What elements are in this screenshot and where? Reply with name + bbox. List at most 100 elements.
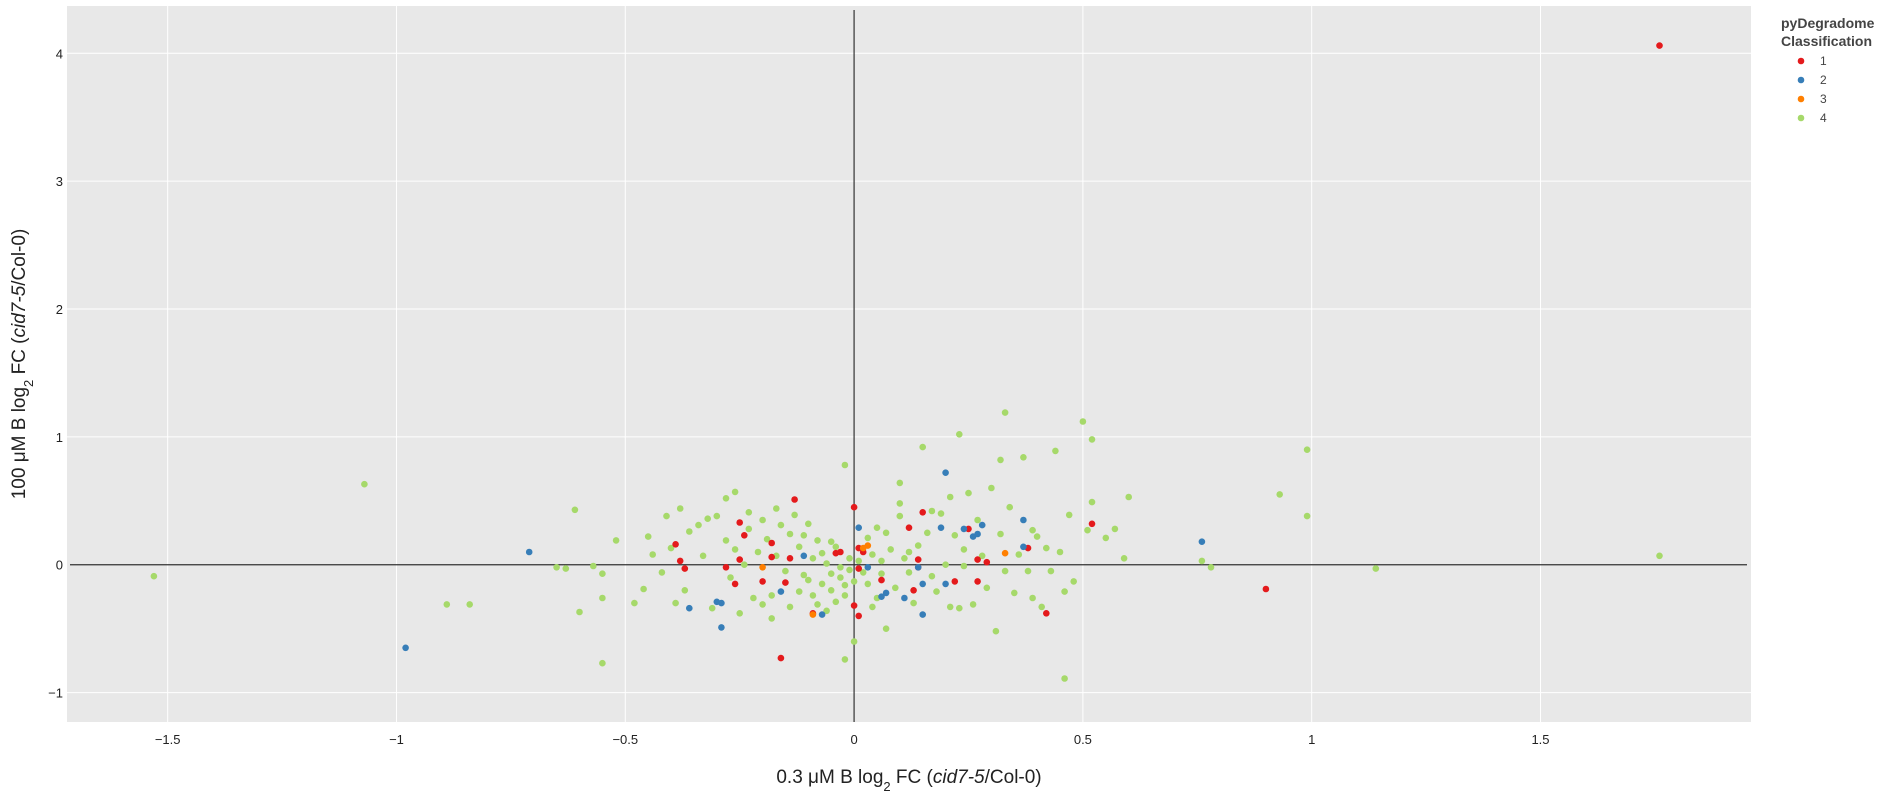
data-point-class-2 [686,604,693,612]
data-point-class-4 [800,571,808,579]
data-point-class-2 [800,552,808,560]
data-point-class-1 [1262,585,1270,593]
data-point-class-4 [1001,409,1009,416]
data-point-class-4 [933,588,940,595]
data-point-class-4 [466,601,474,608]
data-point-class-2 [919,580,926,588]
data-point-class-3 [759,564,766,571]
y-tick-label: 3 [56,174,63,189]
data-point-class-4 [846,566,853,574]
data-point-class-4 [1303,512,1311,520]
data-point-class-1 [878,576,885,584]
data-point-class-4 [809,555,817,562]
x-tick-label: 1 [1308,732,1315,747]
data-point-class-4 [1056,548,1064,556]
data-point-class-4 [1033,533,1041,540]
x-tick-labels: −1.5 −1 −0.5 0 0.5 1 1.5 [155,732,1550,747]
legend-marker [1797,95,1805,103]
data-point-class-4 [741,561,748,568]
data-point-class-4 [805,576,812,584]
data-point-class-4 [1088,498,1096,506]
data-point-class-2 [864,564,872,571]
data-point-class-4 [928,507,936,515]
data-point-class-4 [768,592,775,599]
data-point-class-4 [823,560,830,567]
data-point-class-4 [599,570,606,577]
data-point-class-1 [1656,42,1663,49]
data-point-class-1 [768,553,775,561]
data-point-class-2 [942,469,949,477]
data-point-class-2 [855,524,862,531]
data-point-class-4 [1038,603,1045,611]
legend-item-class-2[interactable]: 2 [1797,73,1827,87]
data-point-class-1 [837,548,844,556]
data-point-class-1 [914,556,922,563]
data-point-class-4 [869,603,876,611]
legend-marker [1797,114,1805,122]
legend-item-class-4[interactable]: 4 [1797,111,1827,125]
data-point-class-1 [974,556,981,563]
x-axis-title: 0.3 μM B log2 FC (cid7-5/Col-0) [776,767,1041,794]
data-point-class-2 [942,580,949,588]
data-point-class-4 [910,599,917,607]
data-point-class-4 [754,548,762,556]
data-point-class-1 [983,558,991,566]
legend-item-class-3[interactable]: 3 [1797,92,1827,106]
data-point-class-4 [1052,447,1059,455]
data-point-class-4 [663,512,670,520]
data-point-class-4 [1084,526,1091,534]
data-point-class-4 [864,580,872,588]
data-point-class-4 [818,580,826,588]
data-point-class-4 [960,546,968,553]
data-point-class-4 [1207,564,1215,571]
data-point-class-4 [841,656,849,663]
data-point-class-4 [1276,491,1283,498]
data-point-class-4 [1006,503,1013,511]
data-point-class-4 [850,578,858,585]
data-point-class-4 [576,608,583,616]
legend-item-class-1[interactable]: 1 [1797,54,1827,68]
data-point-class-4 [956,604,963,612]
data-point-class-4 [1020,454,1027,461]
data-point-class-2 [914,564,922,571]
data-point-class-4 [997,456,1004,464]
data-point-class-2 [1020,543,1027,551]
x-tick-label: 1.5 [1531,732,1549,747]
data-point-class-4 [759,516,766,524]
data-point-class-4 [892,584,899,592]
data-point-class-1 [681,565,689,572]
data-point-class-4 [946,603,954,611]
data-point-class-1 [905,524,913,531]
data-point-class-4 [708,604,716,612]
data-point-class-4 [878,557,885,565]
data-point-class-4 [644,533,652,540]
data-point-class-2 [525,548,533,556]
data-point-class-3 [809,611,817,618]
data-point-class-2 [718,599,725,607]
data-point-class-1 [951,578,959,585]
data-point-class-3 [859,544,867,552]
data-point-class-4 [150,572,158,580]
data-point-class-4 [896,512,904,520]
data-point-class-2 [402,644,409,652]
legend-label: 1 [1820,54,1827,68]
data-point-class-4 [924,529,931,537]
data-points [150,42,1663,682]
data-point-class-4 [631,599,638,607]
data-point-class-1 [855,612,862,620]
x-tick-label: −0.5 [612,732,638,747]
data-point-class-4 [827,587,835,594]
data-point-class-4 [599,594,606,602]
y-tick-label: 4 [56,46,63,61]
data-point-class-4 [681,587,689,594]
data-point-class-4 [896,479,904,487]
data-point-class-4 [658,569,666,576]
data-point-class-4 [942,561,949,568]
data-point-class-4 [745,525,753,533]
data-point-class-4 [1088,436,1096,443]
data-point-class-2 [882,589,890,597]
data-point-class-1 [1088,520,1096,528]
data-point-class-4 [841,461,849,469]
data-point-class-4 [1001,567,1009,575]
